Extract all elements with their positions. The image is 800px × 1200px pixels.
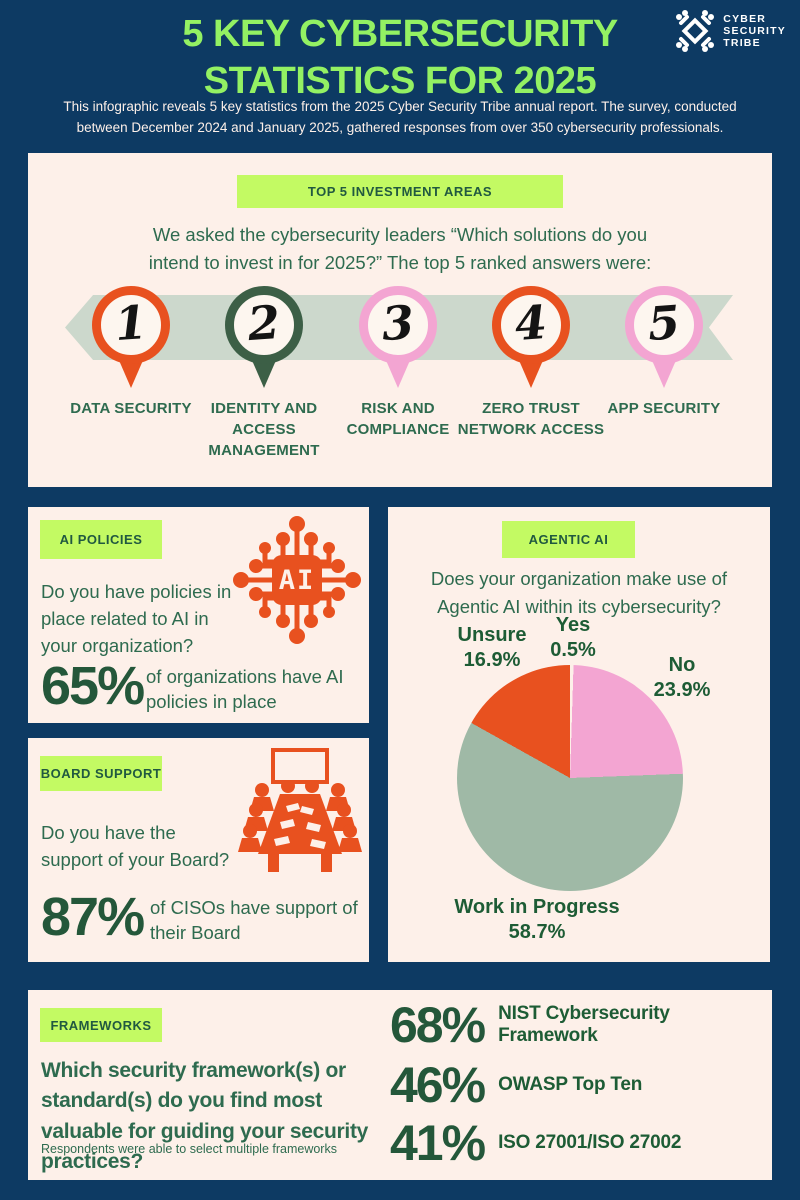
- rank-pin-circle-2: 2: [225, 286, 303, 364]
- rank-pin-1: 1: [92, 286, 170, 391]
- rank-number-2: 2: [246, 294, 282, 352]
- investment-question: We asked the cybersecurity leaders “Whic…: [148, 224, 652, 273]
- rank-number-3: 3: [380, 294, 416, 352]
- board-support-panel: BOARD SUPPORT Do you have the support of…: [28, 738, 369, 962]
- rank-number-4: 4: [513, 294, 549, 352]
- page-title: 5 KEY CYBERSECURITY STATISTICS FOR 2025: [0, 11, 800, 105]
- page-title-line1: 5 KEY CYBERSECURITY: [182, 13, 618, 55]
- pie-label-yes: Yes 0.5%: [533, 613, 613, 663]
- rank-label-2: IDENTITY AND ACCESS MANAGEMENT: [208, 400, 320, 459]
- rank-pin-4: 4: [492, 286, 570, 391]
- logo-word-cyber: CYBER: [723, 13, 767, 25]
- framework-stat-value: 46%: [390, 1057, 486, 1113]
- pie-label-yes-name: Yes: [555, 614, 591, 636]
- page-title-line2: STATISTICS FOR 2025: [203, 60, 597, 102]
- ai-policies-panel: AI POLICIES Do you have policies in plac…: [28, 507, 369, 723]
- pie-label-no: No 23.9%: [642, 653, 722, 703]
- rank-pin-circle-1: 1: [92, 286, 170, 364]
- framework-stat-row: 41% ISO 27001/ISO 27002: [390, 1114, 681, 1172]
- framework-stat-row: 68% NIST Cybersecurity Framework: [390, 996, 772, 1054]
- rank-pin-circle-4: 4: [492, 286, 570, 364]
- ai-chip-label: AI: [279, 565, 316, 596]
- ai-policies-stat-value: 65%: [41, 656, 145, 716]
- rank-pin-5: 5: [625, 286, 703, 391]
- rank-label-5: APP SECURITY: [607, 400, 721, 417]
- agentic-ai-badge: AGENTIC AI: [502, 521, 635, 558]
- framework-stat-label: NIST Cybersecurity Framework: [498, 1003, 670, 1046]
- tribe-logo-icon: [673, 9, 717, 53]
- pie-label-unsure-name: Unsure: [457, 624, 527, 646]
- investment-areas-panel: TOP 5 INVESTMENT AREAS We asked the cybe…: [28, 153, 772, 487]
- ai-policies-question: Do you have policies in place related to…: [41, 581, 232, 656]
- pie-label-no-name: No: [668, 654, 696, 676]
- intro-paragraph: This infographic reveals 5 key statistic…: [63, 99, 737, 135]
- frameworks-badge: FRAMEWORKS: [40, 1008, 162, 1042]
- framework-stat-label: ISO 27001/ISO 27002: [498, 1132, 682, 1153]
- rank-label-1: DATA SECURITY: [70, 400, 192, 417]
- framework-stat-label: OWASP Top Ten: [498, 1074, 643, 1095]
- rank-label-3: RISK AND COMPLIANCE: [346, 400, 450, 438]
- rank-pin-circle-5: 5: [625, 286, 703, 364]
- logo-word-tribe: TRIBE: [723, 37, 761, 49]
- board-support-stat-text: of CISOs have support of their Board: [150, 897, 358, 943]
- logo-word-security: SECURITY: [723, 25, 786, 37]
- pie-label-yes-pct: 0.5%: [550, 639, 596, 661]
- pie-label-no-pct: 23.9%: [653, 679, 711, 701]
- rank-pin-3: 3: [359, 286, 437, 391]
- ai-policies-badge: AI POLICIES: [40, 520, 162, 559]
- board-support-stat-value: 87%: [41, 887, 145, 947]
- pie-label-wip-pct: 58.7%: [508, 921, 566, 943]
- rank-label-4: ZERO TRUST NETWORK ACCESS: [457, 400, 605, 438]
- pie-label-wip-name: Work in Progress: [454, 896, 620, 918]
- rank-number-1: 1: [113, 294, 149, 352]
- investment-areas-badge: TOP 5 INVESTMENT AREAS: [237, 175, 563, 208]
- pie-label-unsure: Unsure 16.9%: [432, 623, 552, 673]
- frameworks-question: Which security framework(s) or standard(…: [41, 1059, 369, 1174]
- frameworks-panel: FRAMEWORKS Which security framework(s) o…: [28, 990, 772, 1180]
- boardroom-icon: [236, 746, 364, 878]
- board-support-question: Do you have the support of your Board?: [41, 822, 230, 870]
- pie-label-unsure-pct: 16.9%: [463, 649, 521, 671]
- agentic-pie: [457, 665, 683, 891]
- agentic-ai-question: Does your organization make use of Agent…: [430, 568, 728, 617]
- brand-logo: CYBER SECURITY TRIBE: [673, 9, 786, 53]
- board-support-badge: BOARD SUPPORT: [40, 756, 162, 791]
- pie-label-wip: Work in Progress 58.7%: [437, 895, 637, 945]
- rank-number-5: 5: [646, 294, 682, 352]
- ai-chip-icon: AI: [232, 515, 362, 645]
- rank-pin-circle-3: 3: [359, 286, 437, 364]
- framework-stat-row: 46% OWASP Top Ten: [390, 1056, 642, 1114]
- agentic-ai-panel: AGENTIC AI Does your organization make u…: [388, 507, 770, 962]
- ai-policies-stat-text: of organizations have AI policies in pla…: [146, 666, 344, 712]
- framework-stat-value: 68%: [390, 997, 486, 1053]
- rank-pin-2: 2: [225, 286, 303, 391]
- frameworks-footnote: Respondents were able to select multiple…: [41, 1142, 337, 1156]
- framework-stat-value: 41%: [390, 1115, 486, 1171]
- tribe-logo-wordmark: CYBER SECURITY TRIBE: [723, 13, 786, 49]
